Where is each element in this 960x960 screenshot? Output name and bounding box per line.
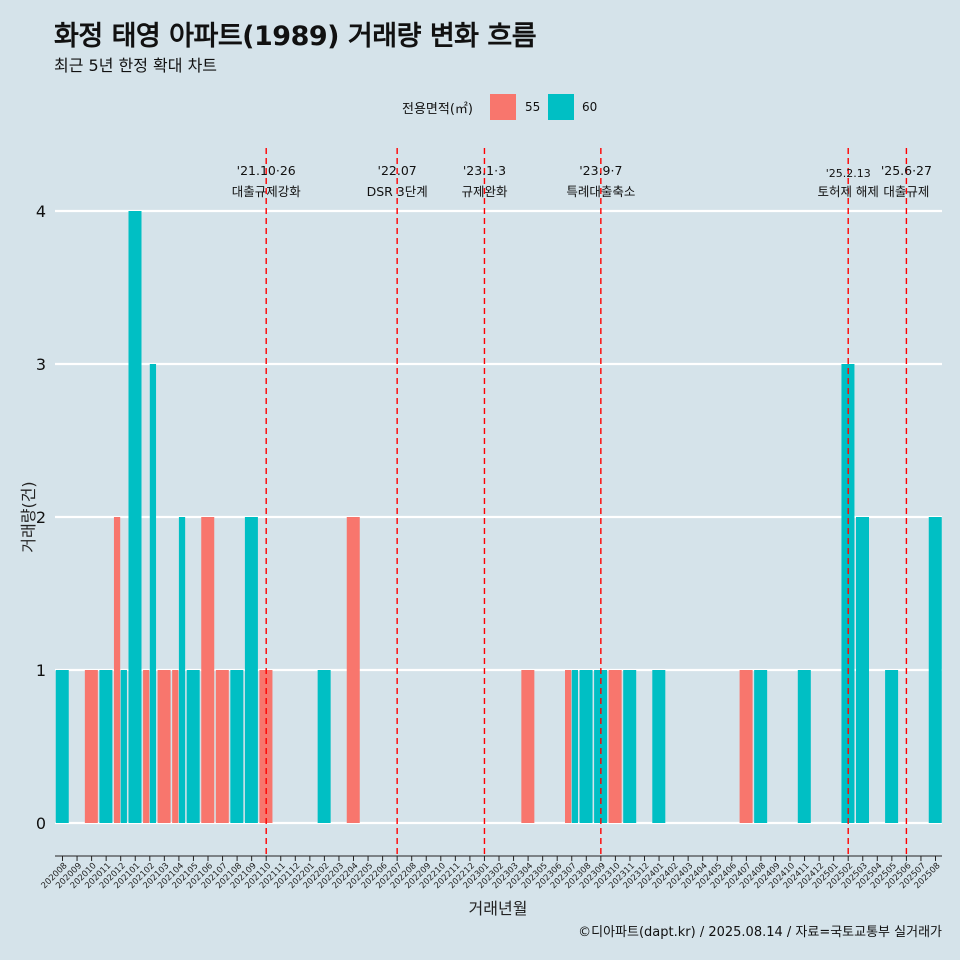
annotation-date: '23.9·7 bbox=[579, 163, 622, 178]
annotation-date: '25.2.13 bbox=[826, 167, 871, 180]
y-tick-label: 2 bbox=[36, 508, 46, 527]
bar-60-202011 bbox=[99, 670, 113, 823]
x-axis-label: 거래년월 bbox=[469, 899, 528, 918]
chart-subtitle: 최근 5년 한정 확대 차트 bbox=[54, 56, 218, 75]
bar-55-202103 bbox=[157, 670, 171, 823]
bar-60-202411 bbox=[797, 670, 811, 823]
bar-60-202311 bbox=[623, 670, 637, 823]
bar-55-202106 bbox=[201, 517, 215, 823]
bar-60-202101 bbox=[128, 211, 142, 823]
legend-label-55: 55 bbox=[525, 100, 541, 114]
legend-label-60: 60 bbox=[582, 100, 598, 114]
bar-55-202102 bbox=[143, 670, 150, 823]
bar-55-202310 bbox=[608, 670, 622, 823]
bar-60-202008 bbox=[55, 670, 69, 823]
caption: ©디아파트(dapt.kr) / 2025.08.14 / 자료=국토교통부 실… bbox=[578, 925, 942, 940]
y-tick-label: 1 bbox=[36, 661, 46, 680]
bar-55-202407 bbox=[739, 670, 753, 823]
bar-60-202109 bbox=[244, 517, 258, 823]
bar-55-202204 bbox=[346, 517, 360, 823]
y-tick-label: 4 bbox=[36, 202, 46, 221]
annotation-label: 규제완화 bbox=[461, 184, 508, 199]
bar-60-202505 bbox=[885, 670, 899, 823]
chart-title: 화정 태영 아파트(1989) 거래량 변화 흐름 bbox=[54, 21, 537, 52]
annotation-label: DSR 3단계 bbox=[367, 184, 428, 199]
bar-60-202401 bbox=[652, 670, 666, 823]
y-tick-label: 3 bbox=[36, 355, 46, 374]
bar-55-202110 bbox=[259, 670, 273, 823]
y-tick-label: 0 bbox=[36, 814, 46, 833]
bar-60-202503 bbox=[856, 517, 869, 823]
bar-55-202307 bbox=[565, 670, 572, 823]
bar-60-202202 bbox=[317, 670, 331, 823]
y-axis-label: 거래량(건) bbox=[19, 481, 38, 552]
bar-60-202108 bbox=[230, 670, 244, 823]
bar-55-202107 bbox=[215, 670, 229, 823]
bar-55-202304 bbox=[521, 670, 535, 823]
bar-60-202105 bbox=[186, 670, 200, 823]
annotation-label: 토허제 해제 bbox=[817, 184, 878, 199]
annotations: '21.10·26 대출규제강화 '22.07 DSR 3단계 '23.1·3 규제완화 '… bbox=[232, 148, 932, 856]
bar-55-202012 bbox=[113, 517, 121, 823]
legend-swatch-55 bbox=[490, 94, 516, 120]
bar-60-202508 bbox=[928, 517, 942, 823]
bar-55-202104 bbox=[172, 670, 179, 823]
bar-60-202408 bbox=[754, 670, 768, 823]
annotation-label: 대출규제강화 bbox=[232, 184, 302, 199]
bar-60-202309 bbox=[594, 670, 608, 823]
bar-60-202012 bbox=[120, 670, 127, 823]
bar-60-202104 bbox=[178, 517, 186, 823]
annotation-date: '21.10·26 bbox=[237, 163, 296, 178]
legend-swatch-60 bbox=[548, 94, 574, 120]
annotation-label: 대출규제 bbox=[883, 184, 929, 199]
legend-title: 전용면적(㎡) bbox=[402, 102, 473, 117]
bar-60-202307 bbox=[571, 670, 578, 823]
bar-55-202010 bbox=[84, 670, 98, 823]
bar-60-202102 bbox=[149, 364, 157, 823]
annotation-date: '25.6·27 bbox=[881, 163, 932, 178]
bar-60-202308 bbox=[579, 670, 593, 823]
annotation-label: 특례대출축소 bbox=[566, 184, 635, 199]
legend: 전용면적(㎡) 55 60 bbox=[0, 94, 960, 120]
annotation-date: '22.07 bbox=[378, 163, 417, 178]
annotation-date: '23.1·3 bbox=[463, 163, 506, 178]
